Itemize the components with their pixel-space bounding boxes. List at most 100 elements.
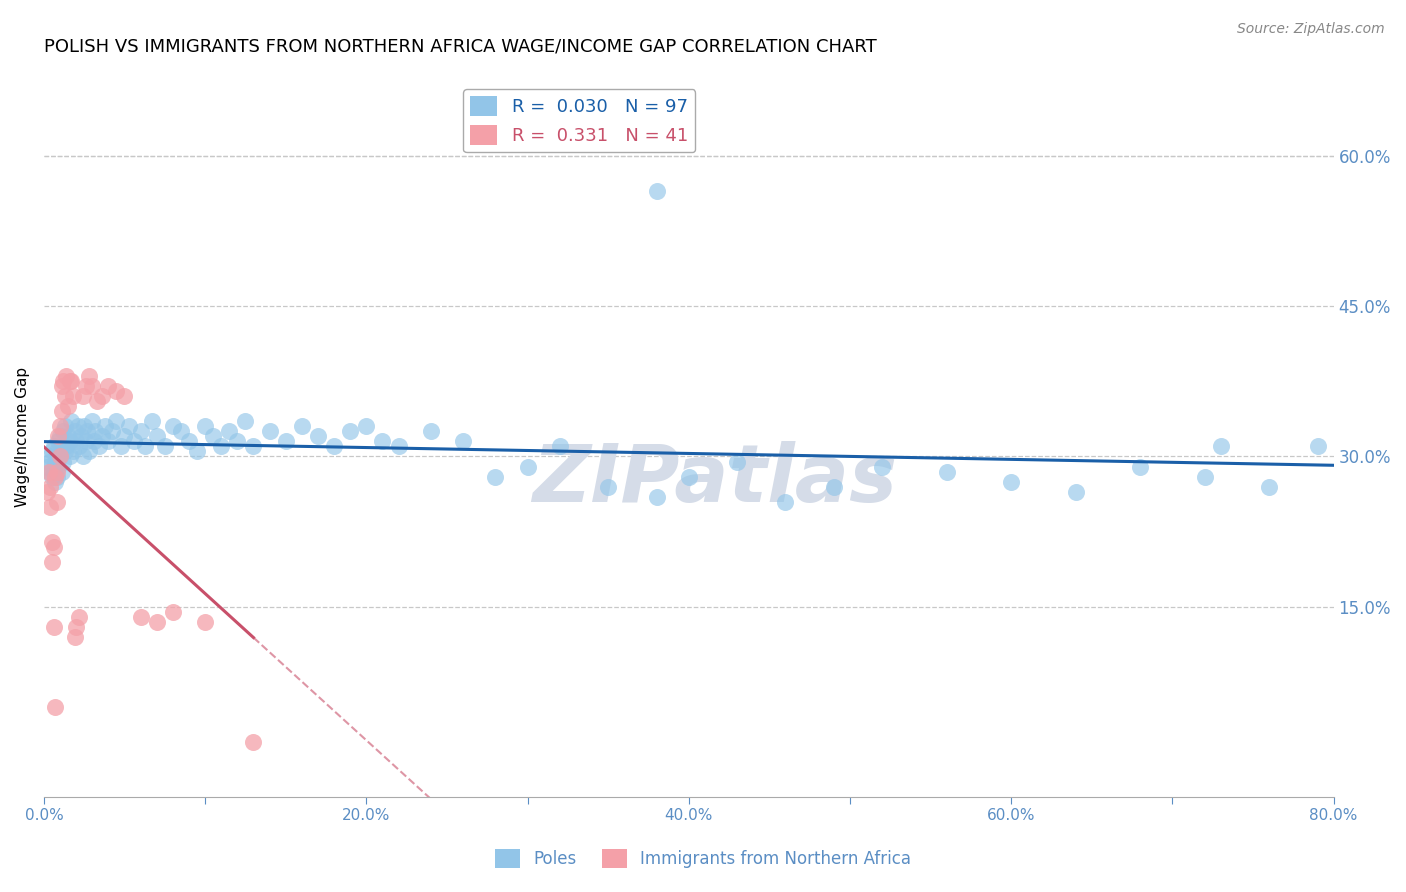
- Point: [44, 469, 66, 483]
- Point: [72, 389, 94, 403]
- Point: [242, 734, 264, 748]
- Point: [49, 450, 72, 464]
- Point: [82, 379, 104, 393]
- Point: [49, 429, 72, 443]
- Point: [38, 454, 60, 468]
- Point: [52, 375, 75, 389]
- Point: [110, 440, 132, 454]
- Point: [371, 434, 394, 449]
- Point: [598, 479, 620, 493]
- Point: [42, 440, 65, 454]
- Point: [41, 534, 63, 549]
- Point: [45, 465, 67, 479]
- Point: [63, 630, 86, 644]
- Point: [177, 434, 200, 449]
- Point: [42, 465, 65, 479]
- Point: [1000, 475, 1022, 489]
- Point: [39, 500, 62, 514]
- Point: [44, 475, 66, 489]
- Legend: Poles, Immigrants from Northern Africa: Poles, Immigrants from Northern Africa: [488, 843, 918, 875]
- Point: [451, 434, 474, 449]
- Point: [307, 429, 329, 443]
- Point: [134, 440, 156, 454]
- Point: [44, 699, 66, 714]
- Point: [194, 419, 217, 434]
- Point: [186, 444, 208, 458]
- Point: [45, 469, 67, 483]
- Point: [935, 465, 957, 479]
- Point: [37, 484, 59, 499]
- Point: [1129, 459, 1152, 474]
- Point: [548, 440, 571, 454]
- Point: [45, 444, 67, 458]
- Point: [66, 419, 89, 434]
- Point: [49, 450, 72, 464]
- Point: [170, 425, 193, 439]
- Point: [51, 379, 73, 393]
- Point: [129, 609, 152, 624]
- Point: [52, 425, 75, 439]
- Point: [76, 425, 98, 439]
- Point: [48, 429, 70, 443]
- Point: [60, 415, 83, 429]
- Point: [48, 459, 70, 474]
- Point: [162, 605, 184, 619]
- Point: [82, 415, 104, 429]
- Point: [45, 494, 67, 508]
- Point: [114, 389, 136, 403]
- Point: [56, 400, 79, 414]
- Point: [823, 479, 845, 493]
- Point: [291, 419, 314, 434]
- Point: [114, 429, 136, 443]
- Point: [67, 440, 90, 454]
- Point: [90, 429, 112, 443]
- Text: POLISH VS IMMIGRANTS FROM NORTHERN AFRICA WAGE/INCOME GAP CORRELATION CHART: POLISH VS IMMIGRANTS FROM NORTHERN AFRIC…: [44, 37, 876, 55]
- Point: [259, 425, 281, 439]
- Point: [39, 479, 62, 493]
- Point: [42, 540, 65, 554]
- Point: [41, 555, 63, 569]
- Point: [55, 369, 77, 384]
- Point: [52, 454, 75, 468]
- Point: [1194, 469, 1216, 483]
- Point: [59, 375, 82, 389]
- Point: [56, 429, 79, 443]
- Point: [145, 615, 167, 629]
- Point: [100, 425, 122, 439]
- Point: [55, 440, 77, 454]
- Point: [97, 434, 120, 449]
- Point: [41, 444, 63, 458]
- Point: [48, 434, 70, 449]
- Point: [75, 379, 97, 393]
- Point: [141, 415, 163, 429]
- Point: [77, 369, 100, 384]
- Point: [209, 440, 232, 454]
- Point: [86, 394, 108, 409]
- Point: [678, 469, 700, 483]
- Y-axis label: Wage/Income Gap: Wage/Income Gap: [15, 367, 30, 507]
- Point: [387, 440, 409, 454]
- Point: [39, 450, 62, 464]
- Point: [1306, 440, 1329, 454]
- Point: [775, 494, 797, 508]
- Point: [65, 619, 87, 633]
- Point: [70, 429, 93, 443]
- Point: [84, 425, 107, 439]
- Point: [39, 465, 62, 479]
- Point: [41, 469, 63, 483]
- Point: [218, 425, 240, 439]
- Point: [645, 185, 668, 199]
- Point: [59, 450, 82, 464]
- Point: [484, 469, 506, 483]
- Point: [62, 444, 84, 458]
- Point: [242, 440, 264, 454]
- Point: [42, 619, 65, 633]
- Point: [274, 434, 297, 449]
- Point: [51, 440, 73, 454]
- Point: [105, 415, 128, 429]
- Point: [59, 434, 82, 449]
- Point: [870, 459, 893, 474]
- Point: [83, 434, 105, 449]
- Point: [1209, 440, 1232, 454]
- Point: [226, 434, 249, 449]
